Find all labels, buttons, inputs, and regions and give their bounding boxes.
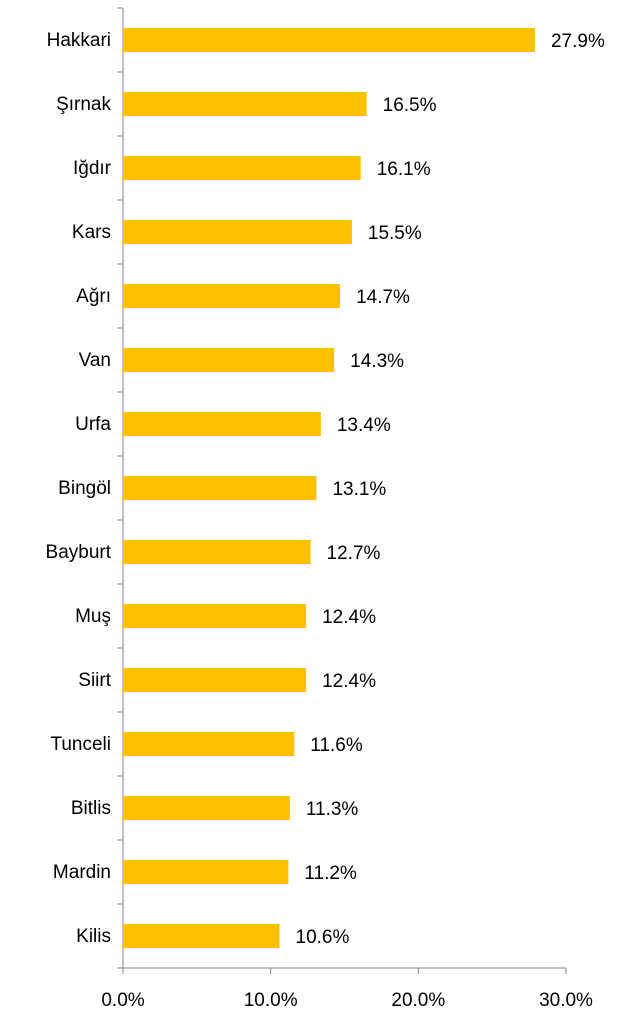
y-tick-label: Bitlis [71,798,111,819]
y-tick-label: Mardin [53,862,111,883]
bar [123,732,295,756]
x-tick-label: 0.0% [101,990,144,1011]
bar [123,28,535,52]
value-label: 14.7% [356,287,410,308]
value-label: 16.5% [383,95,437,116]
value-label: 12.4% [322,607,376,628]
y-tick-label: Hakkari [47,30,111,51]
bar [123,668,307,692]
x-tick-label: 30.0% [539,990,593,1011]
y-tick-label: Bayburt [46,542,112,563]
y-tick-label: Ağrı [76,286,111,307]
bar [123,412,321,436]
y-tick-label: Siirt [78,670,111,691]
y-tick-label: Iğdır [73,158,112,179]
bar [123,604,307,628]
bar [123,220,352,244]
y-tick-label: Tunceli [50,734,111,755]
bar [123,92,367,116]
bar [123,924,280,948]
bar [123,348,335,372]
value-label: 12.4% [322,671,376,692]
bar [123,860,289,884]
y-tick-label: Kars [72,222,111,243]
value-label: 11.2% [304,863,357,884]
value-label: 11.3% [306,799,359,820]
value-label: 13.1% [332,479,386,500]
value-label: 11.6% [310,735,363,756]
bar [123,476,317,500]
value-label: 27.9% [551,31,605,52]
bar [123,284,341,308]
value-label: 14.3% [350,351,404,372]
y-tick-label: Van [79,350,111,371]
x-tick-label: 20.0% [391,990,445,1011]
y-tick-label: Urfa [75,414,111,435]
value-label: 12.7% [327,543,381,564]
value-label: 15.5% [368,223,422,244]
y-tick-label: Muş [75,606,111,627]
y-tick-label: Bingöl [58,478,111,499]
y-tick-label: Kilis [76,926,111,947]
value-label: 13.4% [337,415,391,436]
value-label: 10.6% [296,927,350,948]
value-label: 16.1% [377,159,431,180]
y-tick-label: Şırnak [56,94,111,115]
x-tick-label: 10.0% [244,990,298,1011]
bar [123,156,361,180]
bar [123,796,290,820]
bar [123,540,311,564]
